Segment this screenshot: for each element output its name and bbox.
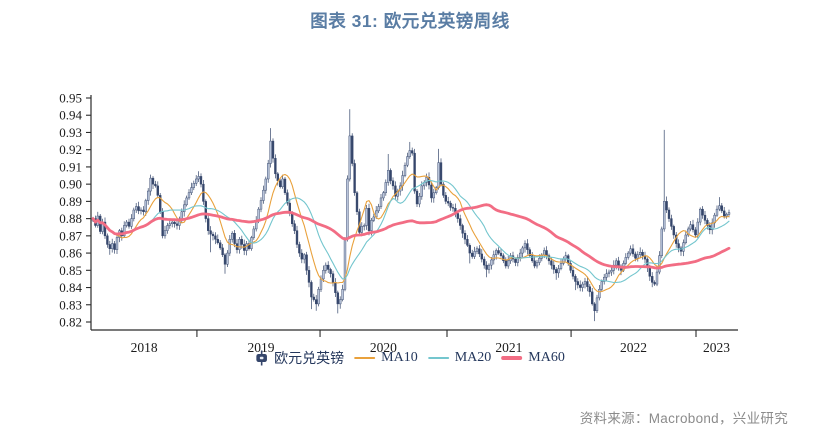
y-tick-label: 0.82 (59, 315, 82, 330)
x-axis: 2018 2019 2020 2021 2022 2023 (131, 330, 730, 355)
y-tick-label: 0.88 (59, 211, 82, 226)
ma60-line-swatch (501, 356, 523, 360)
legend-label-ma60: MA60 (528, 350, 565, 365)
axes (90, 95, 738, 331)
candles-layer (91, 109, 731, 322)
legend-label-price: 欧元兑英镑 (274, 352, 345, 367)
ma20-line-swatch (427, 357, 449, 359)
chart-title: 图表 31: 欧元兑英镑周线 (310, 11, 510, 31)
x-year-label: 2022 (620, 340, 647, 355)
y-tick-label: 0.83 (59, 297, 82, 312)
y-tick-label: 0.89 (59, 194, 82, 209)
legend-label-ma20: MA20 (454, 350, 492, 365)
y-tick-label: 0.84 (59, 280, 82, 295)
x-year-label: 2023 (703, 340, 730, 355)
y-tick-label: 0.94 (59, 108, 82, 123)
candlestick-icon (256, 350, 267, 366)
legend-item-ma60: MA60 (501, 350, 565, 366)
y-tick-label: 0.91 (59, 159, 82, 174)
source-note: 资料来源：Macrobond，兴业研究 (579, 411, 788, 426)
y-tick-label: 0.85 (59, 263, 82, 278)
chart-legend: 欧元兑英镑 MA10 MA20 MA60 (255, 348, 565, 368)
y-tick-label: 0.86 (59, 246, 82, 261)
legend-label-ma10: MA10 (381, 350, 418, 365)
y-tick-label: 0.93 (59, 125, 82, 140)
y-tick-label: 0.92 (59, 142, 82, 157)
x-year-label: 2018 (131, 340, 158, 355)
x-year-label: 2020 (370, 340, 397, 355)
ma10-line (92, 173, 730, 293)
ma20-line (92, 179, 730, 284)
legend-item-price: 欧元兑英镑 (255, 348, 344, 368)
y-tick-label: 0.95 (59, 91, 82, 106)
y-axis: 0.82 0.83 0.84 0.85 0.86 0.87 0.88 0.89 0.90 0.91… (59, 91, 91, 330)
y-tick-label: 0.87 (59, 228, 82, 243)
x-year-label: 2019 (248, 340, 275, 355)
legend-item-ma10: MA10 (354, 350, 418, 366)
legend-item-ma20: MA20 (427, 350, 492, 366)
ma60-line (91, 203, 731, 270)
ma10-line-swatch (354, 357, 376, 359)
x-year-label: 2021 (495, 340, 522, 355)
y-tick-label: 0.90 (59, 177, 82, 192)
